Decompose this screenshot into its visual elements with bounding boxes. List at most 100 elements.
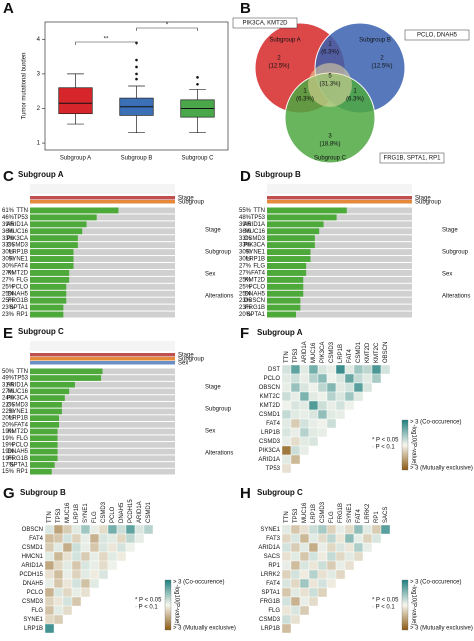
- x-tick-label: Subgroup B: [121, 156, 153, 162]
- percent-label: 27%: [2, 389, 15, 395]
- column-label: DNAH5: [119, 502, 125, 523]
- heatmap-cell: [281, 409, 292, 420]
- gene-label: FLG: [16, 277, 28, 283]
- heatmap-cell: [53, 605, 64, 616]
- column-label: CSMD1: [146, 501, 152, 523]
- column-label: TTN: [47, 511, 53, 523]
- panel-letter: A: [3, 0, 14, 17]
- heatmap-cell: [308, 533, 319, 544]
- heatmap-cell: [344, 382, 355, 393]
- column-label: KMT2C: [374, 342, 380, 363]
- heatmap-cell: [290, 454, 301, 465]
- column-label: TP53: [293, 348, 299, 363]
- heatmap-cell: [317, 578, 328, 589]
- row-background: [267, 256, 412, 262]
- row-background: [30, 422, 175, 428]
- column-label: FRG1B: [338, 503, 344, 523]
- heatmap-cell: [344, 391, 355, 402]
- region-count: 2: [277, 56, 281, 62]
- mutation-fraction: [30, 415, 59, 421]
- gene-label: MUC16: [8, 389, 29, 395]
- mutation-fraction: [30, 228, 83, 235]
- percent-label: 36%: [2, 229, 15, 235]
- percent-label: 27%: [239, 270, 252, 276]
- gene-label: PIK3CA: [7, 236, 28, 242]
- gene-label: OBSCN: [244, 298, 265, 304]
- legend-title: Stage: [205, 228, 221, 234]
- heatmap-cell: [290, 551, 301, 562]
- heatmap-cell: [353, 382, 364, 393]
- row-background: [30, 228, 175, 235]
- heatmap-cell: [89, 560, 100, 571]
- heatmap-cell: [116, 533, 127, 544]
- heatmap-cell: [299, 445, 310, 456]
- row-label: LRP1B: [261, 430, 280, 436]
- heatmap-cell: [299, 569, 310, 580]
- heatmap-cell: [326, 400, 337, 411]
- row-background: [267, 297, 412, 304]
- gene-label: SYNE1: [8, 257, 28, 263]
- percent-label: 30%: [2, 250, 15, 256]
- mutation-fraction: [267, 304, 301, 311]
- heatmap-cell: [281, 551, 292, 562]
- heatmap-cell: [335, 382, 346, 393]
- gene-label: SYNE1: [8, 409, 28, 415]
- heatmap-cell: [380, 364, 391, 375]
- panel-letter: E: [3, 325, 13, 342]
- heatmap-cell: [98, 533, 109, 544]
- mutation-fraction: [30, 269, 70, 276]
- heatmap-cell: [326, 569, 337, 580]
- heatmap-cell: [71, 524, 82, 535]
- row-background: [30, 235, 175, 242]
- gene-label: DNAH5: [245, 291, 266, 297]
- heatmap-cell: [53, 533, 64, 544]
- region-count: 1: [328, 42, 332, 48]
- heatmap-cell: [299, 409, 310, 420]
- mutation-fraction: [30, 408, 62, 415]
- heatmap-cell: [290, 382, 301, 393]
- heatmap-cell: [371, 373, 382, 384]
- set-label: Subgroup B: [359, 38, 391, 44]
- mutation-fraction: [267, 263, 307, 269]
- annotation-box: [232, 17, 298, 29]
- heatmap-cell: [98, 569, 109, 580]
- heatmap-cell: [290, 542, 301, 553]
- mutation-fraction: [30, 283, 67, 290]
- panel-letter: B: [240, 0, 251, 17]
- percent-label: 25%: [2, 298, 15, 304]
- row-label: CSMD1: [22, 545, 44, 551]
- mutation-fraction: [30, 435, 58, 442]
- row-label: PCLO: [27, 590, 44, 596]
- heatmap-cell: [335, 533, 346, 544]
- heatmap-cell: [290, 436, 301, 447]
- heatmap-cell: [53, 587, 64, 598]
- heatmap-cell: [44, 551, 55, 562]
- column-label: KMT2D: [365, 342, 371, 363]
- heatmap-cell: [326, 533, 337, 544]
- panel-letter: H: [240, 485, 251, 502]
- heatmap-cell: [308, 587, 319, 598]
- row-label: CSMD3: [259, 617, 281, 623]
- percent-label: 30%: [2, 257, 15, 263]
- heatmap-cell: [344, 560, 355, 571]
- column-label: TTN: [284, 511, 290, 523]
- annotation-track: [30, 361, 175, 365]
- percent-label: 20%: [2, 422, 15, 428]
- tmb-bar-area: [267, 184, 412, 194]
- heatmap-cell: [308, 427, 319, 438]
- heatmap-cell: [53, 614, 64, 625]
- heatmap-cell: [281, 569, 292, 580]
- row-label: PCLO: [264, 376, 281, 382]
- row-label: PCDH15: [19, 572, 43, 578]
- subplot-title: Subgroup A: [257, 328, 303, 337]
- row-background: [30, 381, 175, 388]
- mutation-fraction: [267, 256, 311, 262]
- mutation-fraction: [30, 207, 119, 214]
- heatmap-cell: [98, 542, 109, 553]
- mutation-fraction: [30, 311, 64, 318]
- mutation-fraction: [267, 290, 304, 297]
- row-background: [30, 276, 175, 283]
- heatmap-cell: [71, 578, 82, 589]
- heatmap-cell: [89, 542, 100, 553]
- outlier: [135, 72, 138, 76]
